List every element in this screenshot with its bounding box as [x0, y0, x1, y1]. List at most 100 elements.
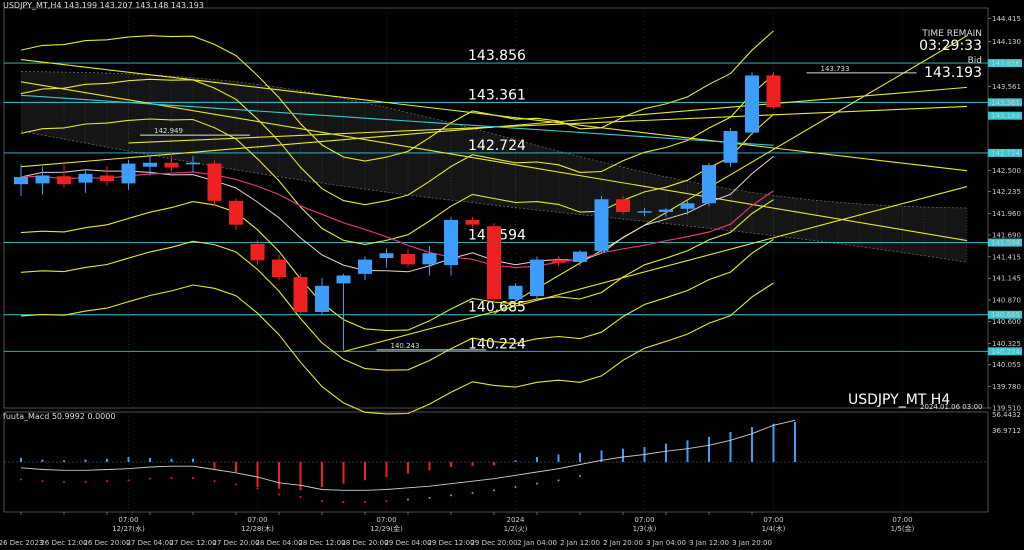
candle-body: [207, 163, 222, 201]
band-upper: [20, 113, 774, 245]
price-marker-label: 140.685: [991, 311, 1020, 319]
day-tick-top: 07:00: [763, 516, 783, 524]
trendline: [20, 81, 968, 242]
cloud-span-a: [20, 71, 968, 209]
day-tick-bottom: 1/2(火): [504, 525, 528, 533]
level-label: 140.224: [468, 336, 526, 352]
macd-dot: [278, 493, 280, 496]
candle-body: [229, 200, 243, 225]
macd-tick-label: 36.9712: [992, 427, 1021, 435]
price-marker-box: [988, 148, 1022, 157]
macd-dot: [213, 480, 216, 483]
price-tick-label: 144.130: [992, 38, 1021, 46]
candle-body: [723, 131, 738, 163]
annotation-label: 142.949: [154, 127, 183, 135]
band-lower: [20, 238, 774, 371]
candle-body: [143, 162, 157, 167]
day-tick-bottom: 1/4(木): [762, 524, 786, 533]
macd-dot: [385, 500, 388, 503]
candle-body: [250, 243, 265, 261]
macd-dot: [579, 475, 581, 478]
macd-dot: [149, 477, 151, 480]
ma-slow: [20, 171, 774, 269]
price-marker-box: [988, 111, 1022, 120]
band-upper: [20, 30, 774, 162]
candle-body: [78, 173, 93, 183]
candle-body: [680, 203, 695, 209]
day-tick-top: 07:00: [892, 516, 912, 524]
timestamp-label: 2024.01.06 03:00: [920, 403, 982, 411]
macd-dot: [127, 479, 130, 482]
day-tick-bottom: 1/3(水): [633, 524, 657, 533]
macd-tick-label: 56.4432: [992, 411, 1021, 419]
macd-dot: [256, 487, 259, 490]
price-marker-box: [988, 347, 1022, 356]
macd-dot: [493, 489, 495, 492]
candle-body: [573, 251, 587, 262]
price-tick-label: 140.055: [992, 361, 1021, 369]
trendline: [20, 59, 968, 172]
price-marker-label: 140.224: [991, 348, 1020, 356]
price-tick-label: 141.145: [992, 275, 1021, 283]
time-tick-label: 27 Dec 04:00: [126, 539, 173, 547]
bid-value: 143.193: [924, 65, 982, 81]
macd-dot: [192, 476, 194, 479]
time-tick-label: 28 Dec 20:00: [341, 539, 388, 547]
time-tick-label: 3 Jan 12:00: [689, 539, 729, 547]
candle-body: [659, 209, 673, 212]
price-tick-label: 142.500: [992, 167, 1021, 175]
time-remain-label: TIME REMAIN: [921, 29, 982, 39]
candle-body: [401, 254, 415, 265]
macd-dot: [84, 481, 87, 483]
price-marker-label: 143.193: [991, 112, 1020, 120]
trendline: [343, 186, 968, 353]
band-lower: [20, 199, 774, 332]
price-marker-box: [988, 238, 1022, 247]
candle-body: [358, 259, 372, 274]
time-tick-label: 27 Dec 12:00: [169, 539, 216, 547]
day-tick-top: 07:00: [247, 516, 267, 524]
level-label: 143.856: [468, 48, 526, 64]
candle-body: [422, 253, 437, 265]
annotation-label: 143.733: [821, 65, 850, 73]
macd-dot: [321, 500, 323, 503]
macd-header: fuuta_Macd 50.9992 0.0000: [3, 412, 116, 421]
candle-body: [530, 259, 544, 297]
symbol-timeframe: USDJPY_MT H4: [848, 392, 950, 408]
price-marker-label: 141.594: [991, 239, 1020, 247]
price-marker-label: 143.361: [991, 99, 1020, 107]
candle-body: [551, 259, 566, 263]
time-tick-label: 2 Jan 20:00: [603, 539, 643, 547]
day-tick-bottom: 12/27(水): [112, 524, 145, 533]
macd-dot: [407, 498, 409, 501]
time-tick-label: 26 Dec 2023: [0, 539, 43, 547]
macd-dot: [342, 501, 345, 503]
candle-body: [164, 162, 179, 168]
price-tick-label: 143.561: [992, 83, 1021, 91]
price-tick-label: 142.235: [992, 188, 1021, 196]
price-panel-frame: [3, 7, 989, 409]
price-tick-label: 139.510: [992, 405, 1021, 413]
day-tick-top: 07:00: [634, 516, 654, 524]
candle-body: [444, 219, 458, 266]
day-tick-bottom: 12/28(木): [241, 524, 274, 533]
time-tick-label: 29 Dec 12:00: [427, 539, 474, 547]
price-tick-label: 140.600: [992, 318, 1021, 326]
macd-dot: [106, 480, 108, 483]
macd-dot: [170, 476, 173, 479]
time-tick-label: 29 Dec 20:00: [470, 539, 517, 547]
bid-label: Bid: [968, 56, 982, 66]
day-tick-top: 2024: [507, 516, 525, 524]
time-remain-value: 03:29:33: [919, 38, 982, 54]
candle-body: [35, 175, 50, 184]
day-tick-bottom: 1/5(金): [891, 524, 915, 533]
price-tick-label: 141.690: [992, 231, 1021, 239]
band-lower: [20, 282, 774, 415]
price-tick-label: 140.870: [992, 297, 1021, 305]
candle-body: [14, 177, 28, 185]
time-tick-label: 26 Dec 12:00: [40, 539, 87, 547]
day-tick-top: 07:00: [376, 516, 396, 524]
day-tick-top: 07:00: [118, 516, 138, 524]
time-tick-label: 28 Dec 12:00: [298, 539, 345, 547]
